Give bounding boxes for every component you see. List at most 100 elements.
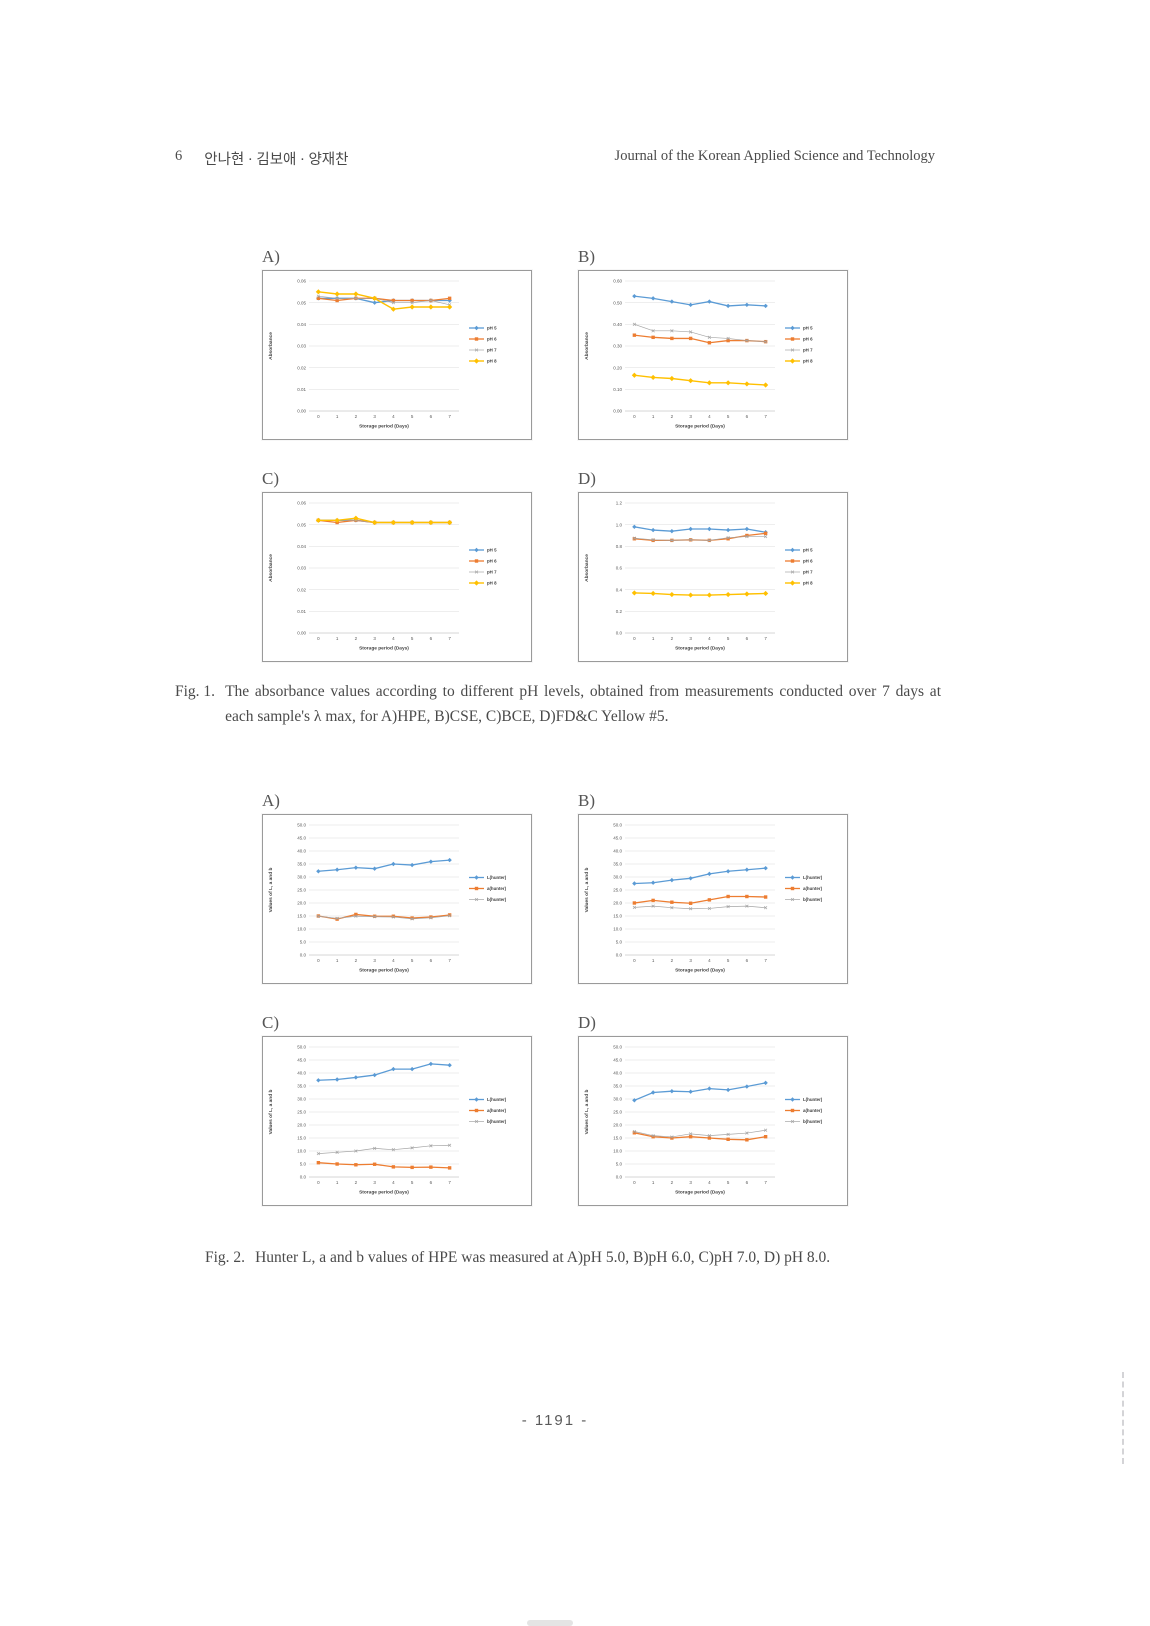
svg-text:b(hunter): b(hunter) [803, 1119, 823, 1124]
svg-text:0: 0 [317, 958, 320, 963]
svg-text:pH 7: pH 7 [487, 348, 497, 353]
svg-text:0.20: 0.20 [613, 365, 622, 370]
svg-text:0: 0 [633, 1180, 636, 1185]
svg-text:1: 1 [336, 636, 339, 641]
svg-text:45.0: 45.0 [297, 836, 306, 841]
fig2-panel-b: B) 0.0 5.0 10.0 15.0 20.0 25.0 30.0 35.0 40.0 45.… [578, 790, 848, 984]
svg-text:5: 5 [411, 1180, 414, 1185]
svg-text:6: 6 [430, 958, 433, 963]
svg-text:25.0: 25.0 [613, 1110, 622, 1115]
svg-text:20.0: 20.0 [297, 1123, 306, 1128]
page-header: 6 안나현 · 김보애 · 양재찬 Journal of the Korean … [175, 148, 935, 169]
svg-text:3: 3 [373, 958, 376, 963]
svg-text:Storage period (Days): Storage period (Days) [359, 424, 409, 430]
svg-text:a(hunter): a(hunter) [803, 886, 823, 891]
svg-text:0.10: 0.10 [613, 387, 622, 392]
svg-text:0.2: 0.2 [616, 609, 623, 614]
fig2-panel-c: C) 0.0 5.0 10.0 15.0 20.0 25.0 30.0 35.0 40.0 45.… [262, 1012, 532, 1206]
svg-text:3: 3 [373, 636, 376, 641]
svg-text:Storage period (Days): Storage period (Days) [675, 968, 725, 974]
svg-text:0.06: 0.06 [297, 279, 306, 284]
fig2-panel-b-label: B) [578, 791, 595, 810]
svg-text:4: 4 [708, 636, 711, 641]
svg-text:25.0: 25.0 [613, 888, 622, 893]
svg-text:10.0: 10.0 [613, 927, 622, 932]
figure2-panel-grid: A) 0.0 5.0 10.0 15.0 20.0 25.0 30.0 35.0 40.0 45.… [262, 790, 848, 1206]
svg-text:3: 3 [689, 958, 692, 963]
svg-text:4: 4 [708, 958, 711, 963]
svg-text:20.0: 20.0 [613, 1123, 622, 1128]
svg-text:0.50: 0.50 [613, 300, 622, 305]
svg-text:50.0: 50.0 [613, 1045, 622, 1050]
svg-text:b(hunter): b(hunter) [487, 1119, 507, 1124]
svg-text:0.00: 0.00 [297, 631, 306, 636]
svg-text:5.0: 5.0 [300, 940, 307, 945]
fig1-chart-b: 0.00 0.10 0.20 0.30 0.40 0.50 0.60 0 1 2 3 4 5 6 7 Stor… [578, 270, 848, 440]
svg-text:a(hunter): a(hunter) [803, 1108, 823, 1113]
svg-text:0.00: 0.00 [613, 409, 622, 414]
svg-text:Storage period (Days): Storage period (Days) [675, 1190, 725, 1196]
svg-text:0: 0 [633, 958, 636, 963]
figure1-panel-grid: A) 0.00 0.01 0.02 0.03 0.04 0.05 0.06 0 1 2 3 4 5 6 7 S… [262, 246, 848, 662]
svg-text:Absorbance: Absorbance [584, 554, 590, 582]
svg-text:pH 5: pH 5 [487, 326, 497, 331]
svg-text:0.0: 0.0 [616, 953, 623, 958]
svg-text:pH 6: pH 6 [803, 559, 813, 564]
fig1-panel-a-label: A) [262, 247, 280, 266]
svg-text:1.2: 1.2 [616, 501, 623, 506]
svg-text:10.0: 10.0 [297, 1149, 306, 1154]
svg-text:0.0: 0.0 [616, 1175, 623, 1180]
page-number: - 1191 - [521, 1412, 589, 1429]
svg-text:0: 0 [317, 414, 320, 419]
svg-text:0.03: 0.03 [297, 344, 306, 349]
svg-text:pH 6: pH 6 [487, 337, 497, 342]
svg-text:Storage period (Days): Storage period (Days) [359, 646, 409, 652]
header-page-number: 6 [175, 148, 183, 164]
svg-text:5.0: 5.0 [300, 1162, 307, 1167]
fig1-chart-d: 0.0 0.2 0.4 0.6 0.8 1.0 1.2 0 1 2 3 4 5 6 7 Storage per… [578, 492, 848, 662]
svg-text:Values of L, a and b: Values of L, a and b [584, 868, 590, 913]
svg-text:Storage period (Days): Storage period (Days) [359, 1190, 409, 1196]
svg-text:pH 7: pH 7 [803, 348, 813, 353]
svg-text:7: 7 [448, 636, 451, 641]
svg-text:15.0: 15.0 [613, 914, 622, 919]
svg-text:0.40: 0.40 [613, 322, 622, 327]
svg-text:45.0: 45.0 [613, 1058, 622, 1063]
header-left: 6 안나현 · 김보애 · 양재찬 [175, 148, 348, 169]
svg-text:5: 5 [727, 958, 730, 963]
fig1-panel-d: D) 0.0 0.2 0.4 0.6 0.8 1.0 1.2 0 1 2 3 4 5 6 7 Storage … [578, 468, 848, 662]
svg-text:4: 4 [708, 414, 711, 419]
figure2-caption-label: Fig. 2. [205, 1249, 246, 1266]
svg-text:0: 0 [317, 1180, 320, 1185]
svg-text:2: 2 [355, 414, 358, 419]
svg-text:0.04: 0.04 [297, 322, 306, 327]
svg-text:5.0: 5.0 [616, 940, 623, 945]
svg-text:pH 8: pH 8 [487, 359, 497, 364]
svg-text:4: 4 [708, 1180, 711, 1185]
scan-artifact-dashes [1120, 1372, 1124, 1464]
svg-text:20.0: 20.0 [297, 901, 306, 906]
svg-text:0.8: 0.8 [616, 544, 623, 549]
fig2-panel-d-label: D) [578, 1013, 596, 1032]
svg-text:5.0: 5.0 [616, 1162, 623, 1167]
svg-text:50.0: 50.0 [613, 823, 622, 828]
svg-text:0.0: 0.0 [300, 1175, 307, 1180]
svg-text:4: 4 [392, 958, 395, 963]
svg-text:pH 5: pH 5 [803, 548, 813, 553]
svg-text:L(hunter): L(hunter) [803, 1097, 823, 1102]
svg-text:10.0: 10.0 [613, 1149, 622, 1154]
fig1-panel-c: C) 0.00 0.01 0.02 0.03 0.04 0.05 0.06 0 1 2 3 4 5 6 7 S… [262, 468, 532, 662]
svg-text:2: 2 [355, 1180, 358, 1185]
svg-text:0.05: 0.05 [297, 522, 306, 527]
svg-text:25.0: 25.0 [297, 1110, 306, 1115]
svg-text:0: 0 [633, 636, 636, 641]
svg-text:a(hunter): a(hunter) [487, 1108, 507, 1113]
figure1-caption: Fig. 1. The absorbance values according … [175, 680, 941, 730]
svg-text:2: 2 [355, 636, 358, 641]
fig1-panel-d-label: D) [578, 469, 596, 488]
svg-text:pH 8: pH 8 [487, 581, 497, 586]
svg-text:6: 6 [430, 414, 433, 419]
svg-text:0.05: 0.05 [297, 300, 306, 305]
svg-text:30.0: 30.0 [613, 1097, 622, 1102]
svg-text:5: 5 [727, 414, 730, 419]
